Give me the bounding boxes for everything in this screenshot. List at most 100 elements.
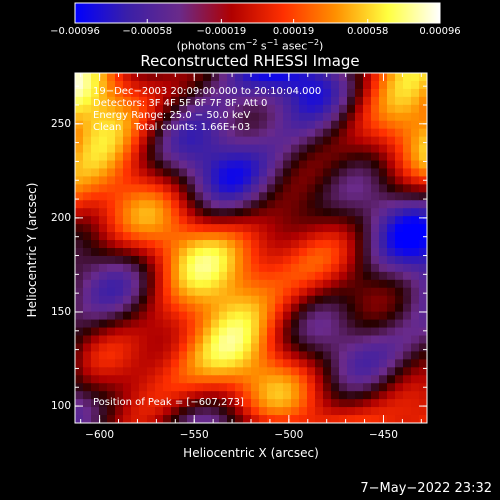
heatmap-cell	[107, 208, 116, 217]
heatmap-cell	[115, 279, 124, 289]
heatmap-cell	[123, 144, 132, 154]
heatmap-cell	[251, 136, 260, 146]
heatmap-cell	[187, 112, 196, 122]
heatmap-cell	[139, 383, 148, 392]
heatmap-cell	[179, 184, 188, 193]
heatmap-cell	[179, 415, 188, 423]
heatmap-cell	[187, 263, 196, 273]
heatmap-cell	[379, 120, 388, 130]
heatmap-cell	[379, 136, 388, 146]
heatmap-cell	[155, 255, 164, 265]
heatmap-cell	[235, 200, 244, 209]
heatmap-cell	[331, 263, 340, 273]
heatmap-cell	[379, 208, 388, 217]
heatmap-cell	[83, 160, 92, 170]
heatmap-cell	[347, 88, 356, 98]
heatmap-cell	[387, 303, 396, 313]
heatmap-cell	[211, 200, 220, 209]
heatmap-cell	[387, 383, 396, 392]
heatmap-cell	[291, 80, 300, 90]
heatmap-cell	[355, 415, 364, 423]
heatmap-cell	[155, 232, 164, 241]
heatmap-cell	[251, 279, 260, 289]
heatmap-image	[75, 73, 427, 423]
heatmap-cell	[339, 224, 348, 233]
heatmap-cell	[115, 399, 124, 408]
heatmap-cell	[219, 255, 228, 265]
heatmap-cell	[107, 73, 116, 82]
heatmap-cell	[371, 192, 380, 201]
heatmap-cell	[379, 216, 388, 225]
heatmap-cell	[395, 168, 404, 177]
heatmap-cell	[267, 391, 276, 400]
heatmap-cell	[219, 232, 228, 241]
heatmap-cell	[115, 383, 124, 392]
heatmap-cell	[347, 399, 356, 408]
heatmap-cell	[115, 104, 124, 114]
heatmap-cell	[155, 176, 164, 185]
heatmap-cell	[115, 335, 124, 345]
heatmap-cell	[387, 351, 396, 360]
heatmap-cell	[91, 263, 100, 273]
heatmap-cell	[203, 375, 212, 384]
heatmap-cell	[75, 160, 84, 170]
heatmap-cell	[387, 144, 396, 154]
heatmap-cell	[219, 335, 228, 345]
heatmap-cell	[355, 224, 364, 233]
heatmap-cell	[355, 136, 364, 146]
heatmap-cell	[387, 120, 396, 130]
heatmap-cell	[339, 295, 348, 305]
heatmap-cell	[91, 152, 100, 162]
heatmap-cell	[403, 391, 412, 400]
heatmap-cell	[235, 192, 244, 201]
heatmap-cell	[275, 311, 284, 321]
heatmap-cell	[107, 248, 116, 257]
heatmap-cell	[283, 96, 292, 106]
heatmap-cell	[171, 168, 180, 177]
heatmap-cell	[83, 208, 92, 217]
heatmap-cell	[219, 319, 228, 329]
heatmap-cell	[259, 303, 268, 313]
heatmap-cell	[403, 319, 412, 329]
heatmap-cell	[123, 224, 132, 233]
heatmap-cell	[163, 367, 172, 376]
heatmap-cell	[115, 232, 124, 241]
heatmap-cell	[403, 335, 412, 345]
heatmap-cell	[123, 104, 132, 114]
heatmap-cell	[203, 120, 212, 130]
heatmap-cell	[107, 407, 116, 416]
heatmap-cell	[211, 120, 220, 130]
heatmap-cell	[115, 216, 124, 225]
heatmap-cell	[363, 184, 372, 193]
heatmap-cell	[275, 73, 284, 82]
heatmap-cell	[283, 359, 292, 368]
heatmap-cell	[355, 152, 364, 162]
heatmap-cell	[235, 144, 244, 154]
heatmap-cell	[403, 311, 412, 321]
heatmap-cell	[267, 359, 276, 368]
heatmap-cell	[355, 73, 364, 82]
heatmap-cell	[395, 383, 404, 392]
heatmap-cell	[243, 80, 252, 90]
heatmap-cell	[171, 335, 180, 345]
heatmap-cell	[83, 232, 92, 241]
heatmap-cell	[315, 263, 324, 273]
heatmap-cell	[371, 287, 380, 297]
heatmap-cell	[123, 271, 132, 281]
heatmap-cell	[371, 271, 380, 281]
heatmap-cell	[387, 399, 396, 408]
heatmap-cell	[123, 240, 132, 249]
heatmap-cell	[219, 136, 228, 146]
heatmap-cell	[363, 224, 372, 233]
heatmap-cell	[131, 367, 140, 376]
heatmap-cell	[179, 200, 188, 209]
heatmap-cell	[267, 415, 276, 423]
heatmap-cell	[187, 303, 196, 313]
heatmap-cell	[347, 104, 356, 114]
heatmap-cell	[355, 271, 364, 281]
heatmap-cell	[403, 160, 412, 170]
heatmap-cell	[387, 160, 396, 170]
heatmap-cell	[259, 176, 268, 185]
heatmap-cell	[163, 319, 172, 329]
heatmap-cell	[363, 176, 372, 185]
